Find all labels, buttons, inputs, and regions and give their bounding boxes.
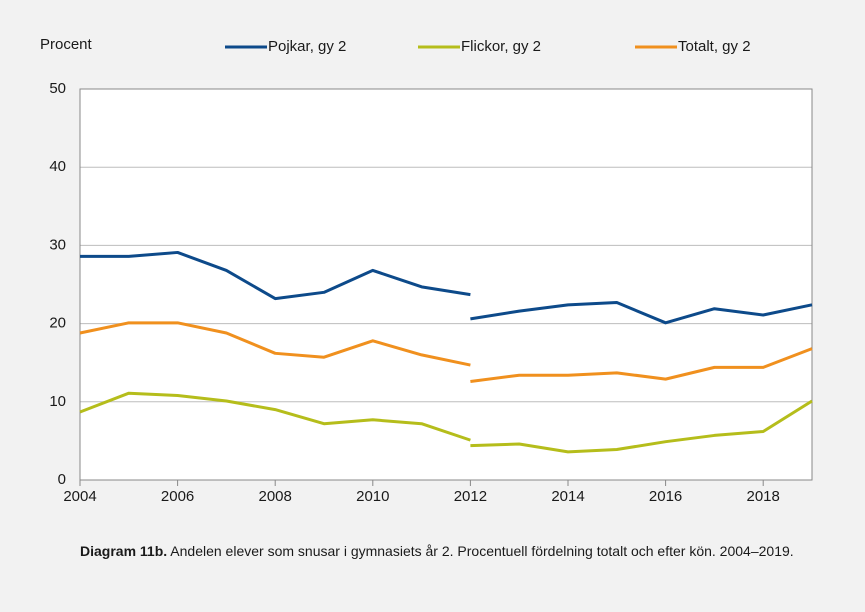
- series-line: [80, 250, 813, 325]
- legend-label: Pojkar, gy 2: [268, 38, 346, 55]
- x-tick-label: 2016: [649, 488, 682, 505]
- caption: Diagram 11b. Andelen elever som snusar i…: [80, 542, 800, 561]
- x-tick-label: 2004: [63, 488, 96, 505]
- y-tick-label: 0: [58, 471, 66, 488]
- series-line: [79, 321, 813, 383]
- x-tick-label: 2018: [747, 488, 780, 505]
- y-tick-label: 50: [49, 80, 66, 97]
- caption-label: Diagram 11b.: [80, 543, 168, 559]
- x-tick-label: 2006: [161, 488, 194, 505]
- x-tick-label: 2012: [454, 488, 487, 505]
- y-tick-label: 40: [49, 158, 66, 175]
- legend-label: Flickor, gy 2: [461, 38, 541, 55]
- series-line: [79, 391, 813, 454]
- y-tick-label: 20: [49, 315, 66, 332]
- chart: Procent 0 10 20 30 40 50 2004 2006 2008 2010 2012 2…: [40, 36, 813, 505]
- x-tick-label: 2014: [551, 488, 584, 505]
- legend-label: Totalt, gy 2: [678, 38, 751, 55]
- plot-area: [80, 89, 812, 480]
- plot-border: [79, 88, 813, 481]
- caption-text: Andelen elever som snusar i gymnasiets å…: [170, 543, 794, 559]
- y-tick-label: 30: [49, 236, 66, 253]
- y-axis-label: Procent: [40, 36, 93, 53]
- y-tick-label: 10: [49, 393, 66, 410]
- x-tick-label: 2010: [356, 488, 389, 505]
- x-tick-label: 2008: [259, 488, 292, 505]
